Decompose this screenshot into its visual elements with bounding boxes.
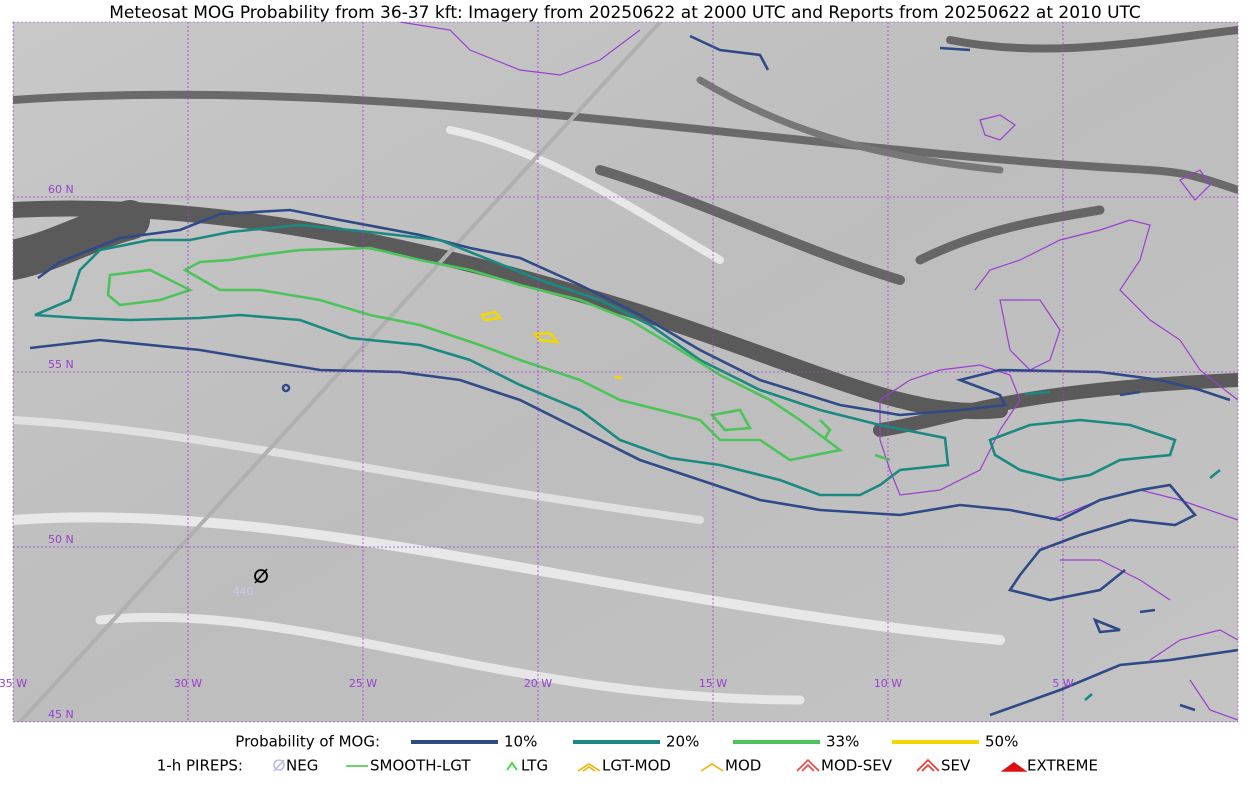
map: 440 xyxy=(13,22,1238,722)
legend-label: 33% xyxy=(826,733,859,751)
legend-symbol xyxy=(796,758,820,772)
legend-symbol xyxy=(700,763,724,772)
report-label: 440 xyxy=(233,585,254,598)
mog-contours xyxy=(29,34,1238,717)
legend-label: EXTREME xyxy=(1027,757,1098,775)
title: Meteosat MOG Probability from 36-37 kft:… xyxy=(109,3,1141,23)
lon-label: 10 W xyxy=(874,677,902,690)
legend-label: MOD xyxy=(725,757,761,775)
legend-label: MOD-SEV xyxy=(821,757,893,775)
graticule xyxy=(13,22,1238,722)
legend-label: SEV xyxy=(941,757,971,775)
legend-symbol xyxy=(506,761,518,771)
lat-label: 50 N xyxy=(48,533,74,546)
legend-symbol xyxy=(273,759,285,772)
lon-label: 30 W xyxy=(174,677,202,690)
lat-labels: 60 N 55 N 50 N 45 N xyxy=(48,183,74,721)
legend-label: NEG xyxy=(286,757,318,775)
legend-label: SMOOTH-LGT xyxy=(370,757,471,775)
lon-label: 25 W xyxy=(349,677,377,690)
lon-label: 15 W xyxy=(699,677,727,690)
lat-label: 45 N xyxy=(48,708,74,721)
map-frame xyxy=(12,21,1239,723)
legend-label: LTG xyxy=(521,757,548,775)
legend-label: 10% xyxy=(504,733,537,751)
lon-label: 35 W xyxy=(0,677,27,690)
legend: Probability of MOG: 1-h PIREPS: 10% 20% 33… xyxy=(157,733,1098,775)
legend-symbol xyxy=(1000,762,1028,772)
legend-label: 50% xyxy=(985,733,1018,751)
legend-title: Probability of MOG: xyxy=(235,733,380,751)
pirep-neg-report: 440 xyxy=(233,568,268,598)
legend-label: LGT-MOD xyxy=(602,757,671,775)
lon-label: 5 W xyxy=(1052,677,1073,690)
legend-label: 20% xyxy=(666,733,699,751)
lon-label: 20 W xyxy=(524,677,552,690)
legend-symbol xyxy=(577,763,601,772)
lon-labels: 35 W 30 W 25 W 20 W 15 W 10 W 5 W xyxy=(0,677,1074,690)
lat-label: 60 N xyxy=(48,183,74,196)
legend-symbol xyxy=(916,758,940,772)
lat-label: 55 N xyxy=(48,358,74,371)
coastlines xyxy=(399,22,1238,721)
legend-title: 1-h PIREPS: xyxy=(157,757,243,775)
